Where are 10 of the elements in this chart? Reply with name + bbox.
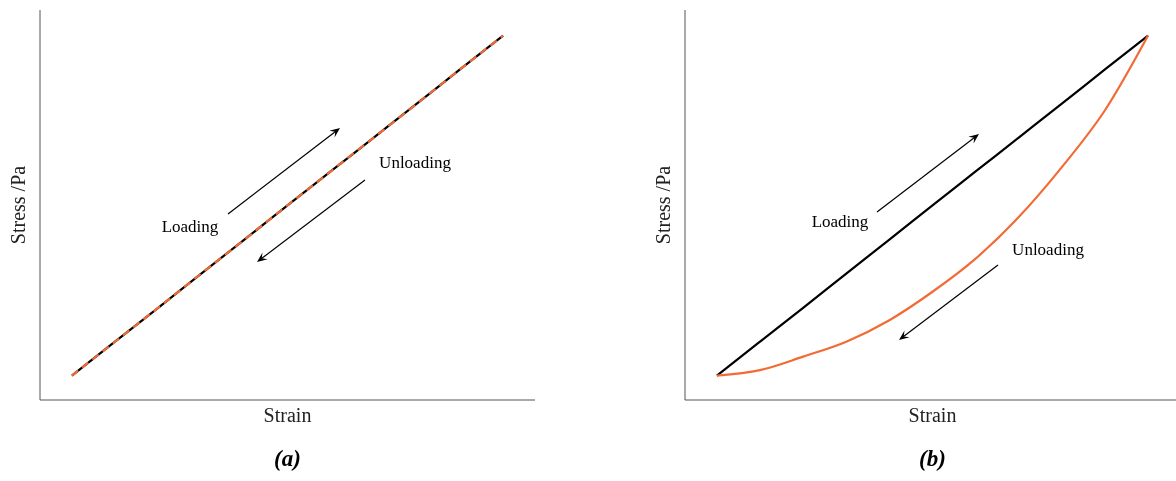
annotation: Loading [161, 217, 219, 237]
y-axis-title: Stress /Pa [6, 165, 30, 245]
x-axis-title: Strain [262, 404, 313, 427]
annotation: Loading [811, 212, 869, 232]
text: (a) [273, 446, 302, 472]
y-axis-title: Stress /Pa [651, 165, 675, 245]
annotation: Unloading [379, 153, 451, 173]
text: (b) [918, 446, 947, 472]
x-axis-title: Strain [907, 404, 958, 427]
annotation: Unloading [1012, 240, 1084, 260]
